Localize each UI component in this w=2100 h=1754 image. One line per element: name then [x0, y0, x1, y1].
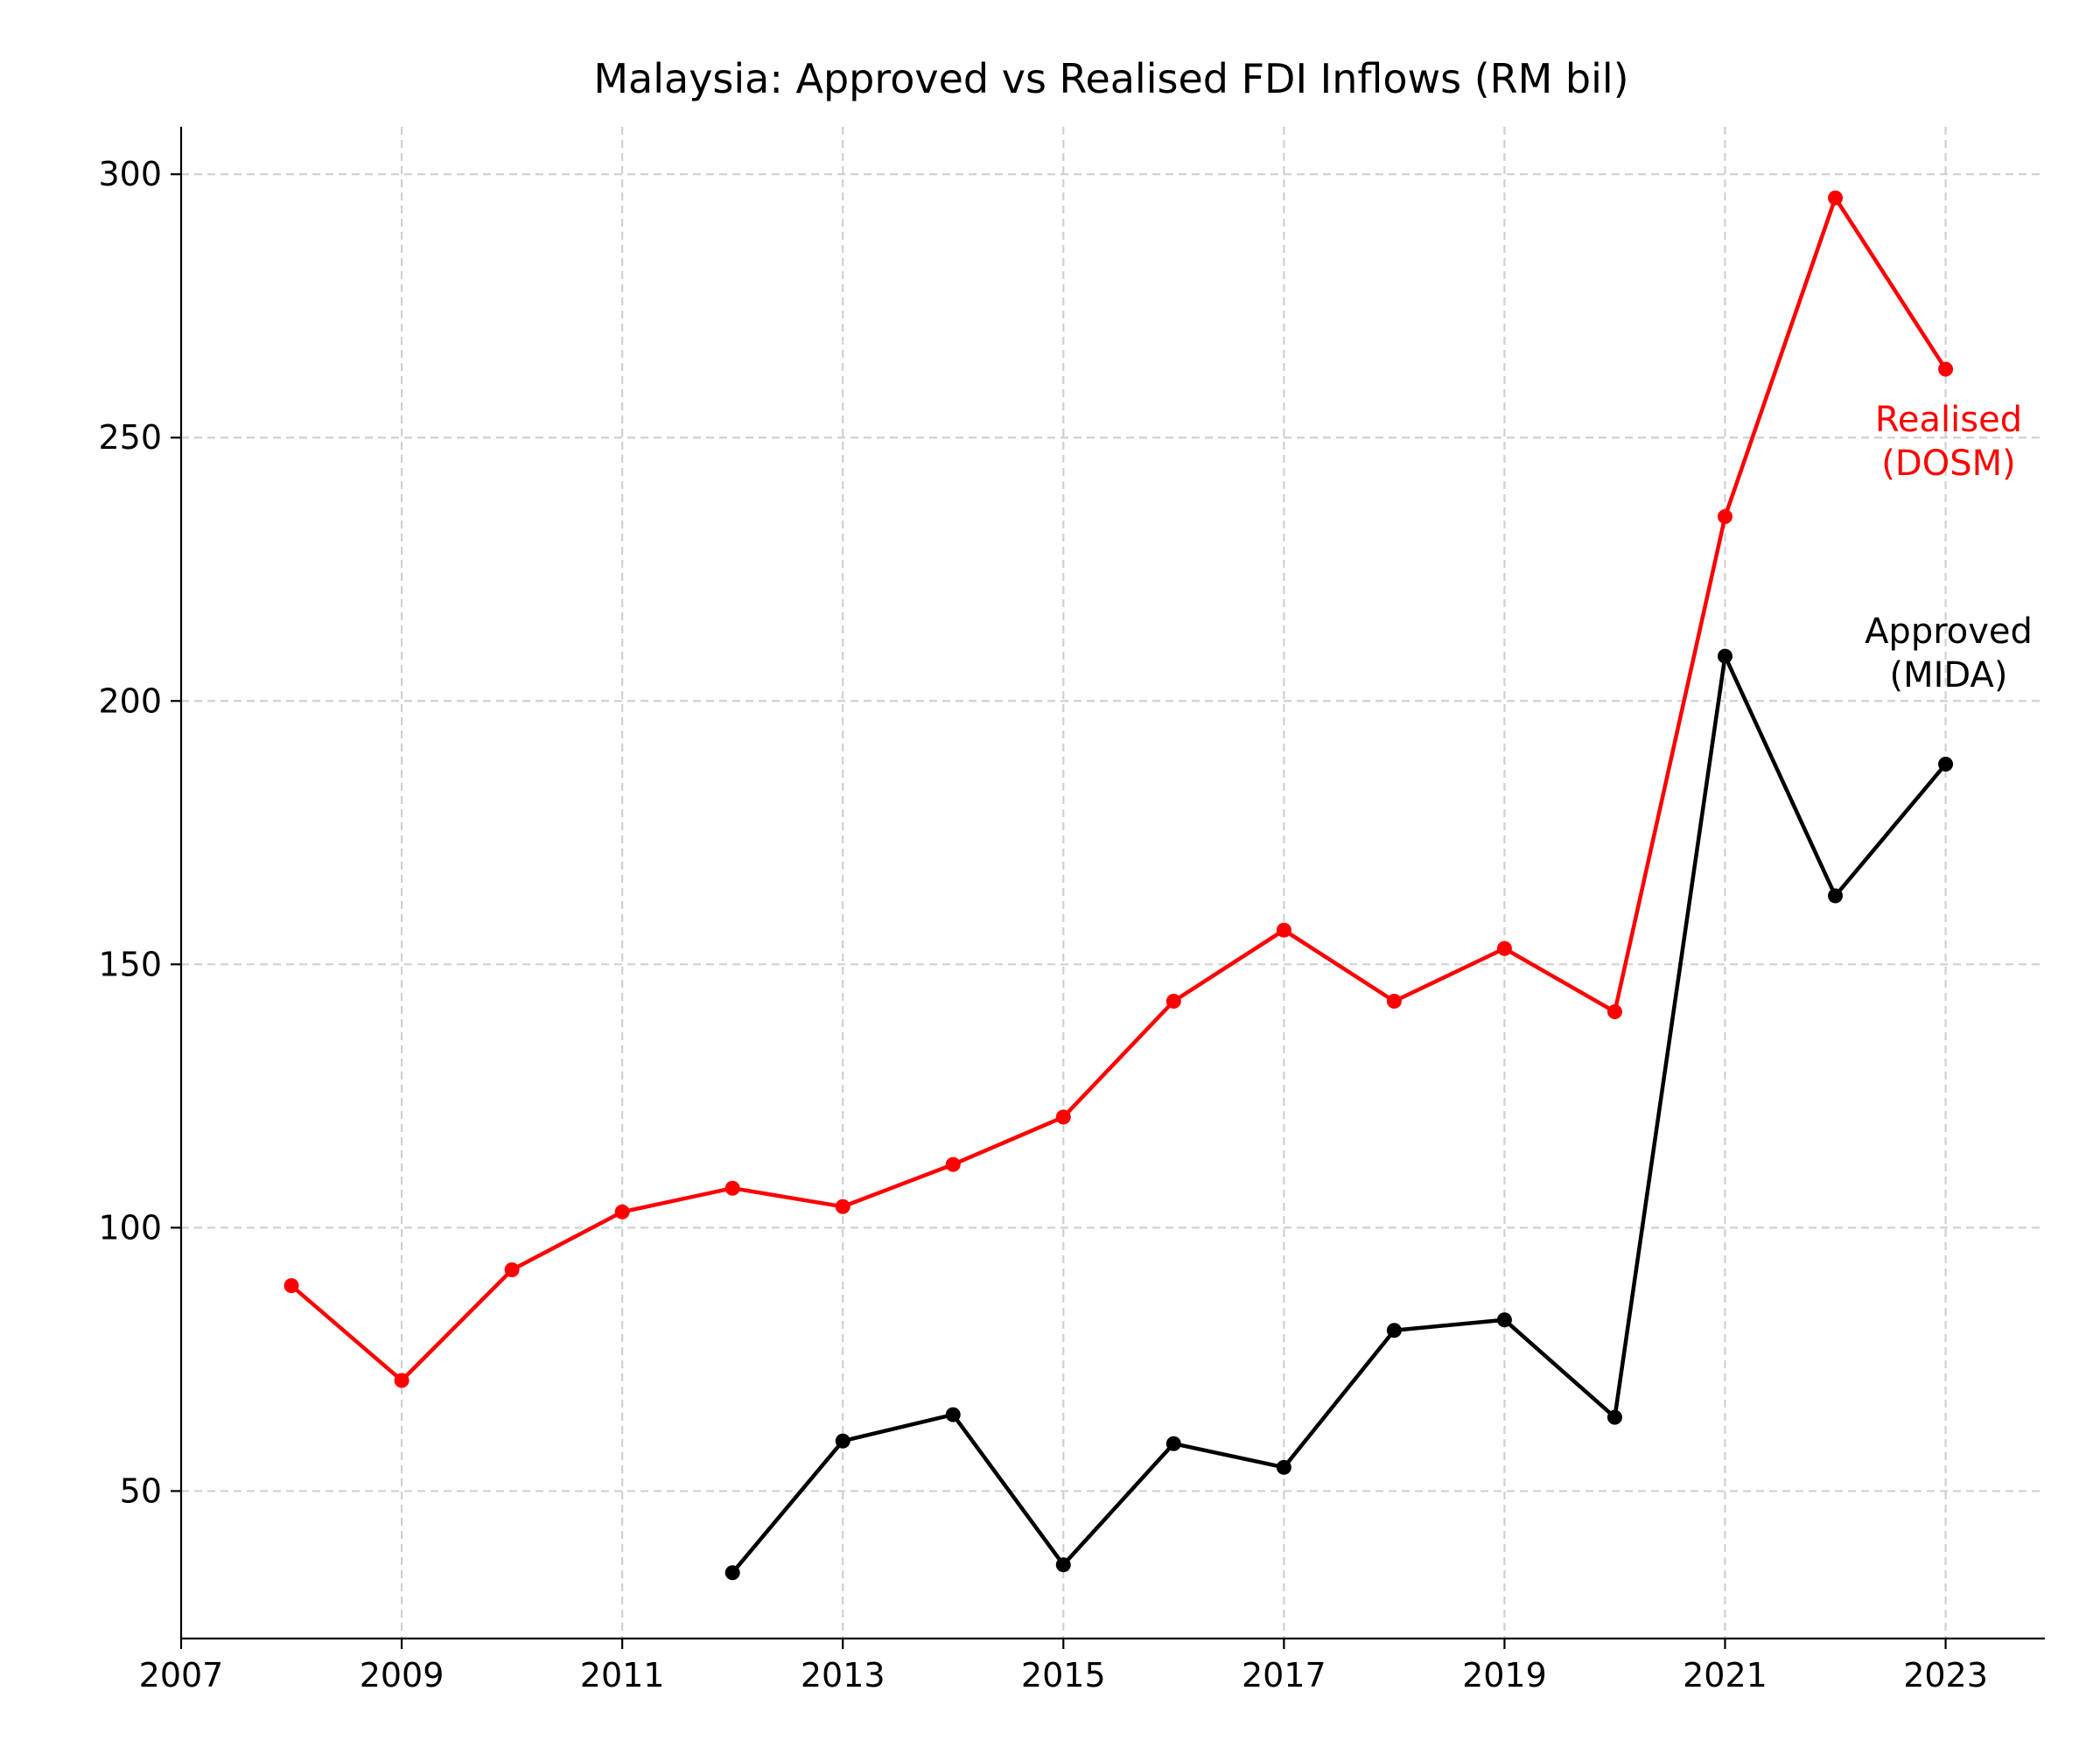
- y-tick-label: 300: [98, 155, 162, 193]
- data-point: [614, 1204, 630, 1219]
- x-tick-label: 2017: [1242, 1656, 1326, 1695]
- series-realised: [284, 190, 1954, 1388]
- data-point: [1606, 1409, 1622, 1425]
- data-point: [1717, 509, 1732, 525]
- data-point: [835, 1198, 850, 1214]
- series-approved: [724, 648, 1954, 1581]
- chart-title: Malaysia: Approved vs Realised FDI Inflo…: [593, 55, 1628, 102]
- series-line: [731, 653, 1948, 1575]
- x-tick-label: 2009: [360, 1656, 444, 1695]
- y-tick-label: 100: [98, 1208, 162, 1247]
- data-point: [1055, 1109, 1071, 1125]
- series-label-line: (MIDA): [1890, 655, 2008, 695]
- series-label-line: Realised: [1875, 400, 2022, 440]
- data-point: [1386, 993, 1402, 1009]
- data-point: [1386, 1323, 1402, 1338]
- series-line: [290, 196, 1948, 1383]
- series-label-line: Approved: [1865, 611, 2033, 652]
- data-point: [1717, 648, 1732, 664]
- x-tick-label: 2023: [1903, 1656, 1988, 1695]
- data-point: [945, 1157, 961, 1172]
- data-point: [1606, 1004, 1622, 1020]
- data-point: [724, 1565, 740, 1581]
- x-tick-label: 2015: [1021, 1656, 1106, 1695]
- data-point: [1055, 1557, 1071, 1573]
- data-point: [1276, 922, 1292, 938]
- x-tick-label: 2019: [1462, 1656, 1547, 1695]
- y-tick-label: 200: [98, 681, 162, 720]
- y-tick-label: 50: [120, 1471, 162, 1510]
- data-point: [945, 1407, 961, 1422]
- series-label-line: (DOSM): [1881, 444, 2015, 484]
- data-point: [1938, 361, 1954, 377]
- x-tick-label: 2011: [580, 1656, 665, 1695]
- data-point: [835, 1433, 850, 1449]
- x-tick-label: 2013: [801, 1656, 886, 1695]
- series-label-approved: Approved (MIDA): [1865, 611, 2033, 695]
- data-point: [1496, 940, 1512, 956]
- data-point: [1496, 1312, 1512, 1328]
- x-tick-label: 2007: [139, 1656, 224, 1695]
- data-point: [1828, 190, 1844, 206]
- data-point: [1276, 1459, 1292, 1475]
- data-point: [1938, 757, 1954, 772]
- y-tick-label: 150: [98, 945, 162, 983]
- data-point: [1166, 993, 1181, 1009]
- data-point: [724, 1180, 740, 1196]
- data-point: [394, 1373, 410, 1388]
- data-point: [504, 1262, 520, 1278]
- y-tick-label: 250: [98, 418, 162, 457]
- x-tick-label: 2021: [1683, 1656, 1768, 1695]
- series-label-realised: Realised (DOSM): [1875, 400, 2022, 484]
- data-point: [284, 1278, 299, 1294]
- data-point: [1166, 1436, 1181, 1451]
- data-point: [1828, 888, 1844, 904]
